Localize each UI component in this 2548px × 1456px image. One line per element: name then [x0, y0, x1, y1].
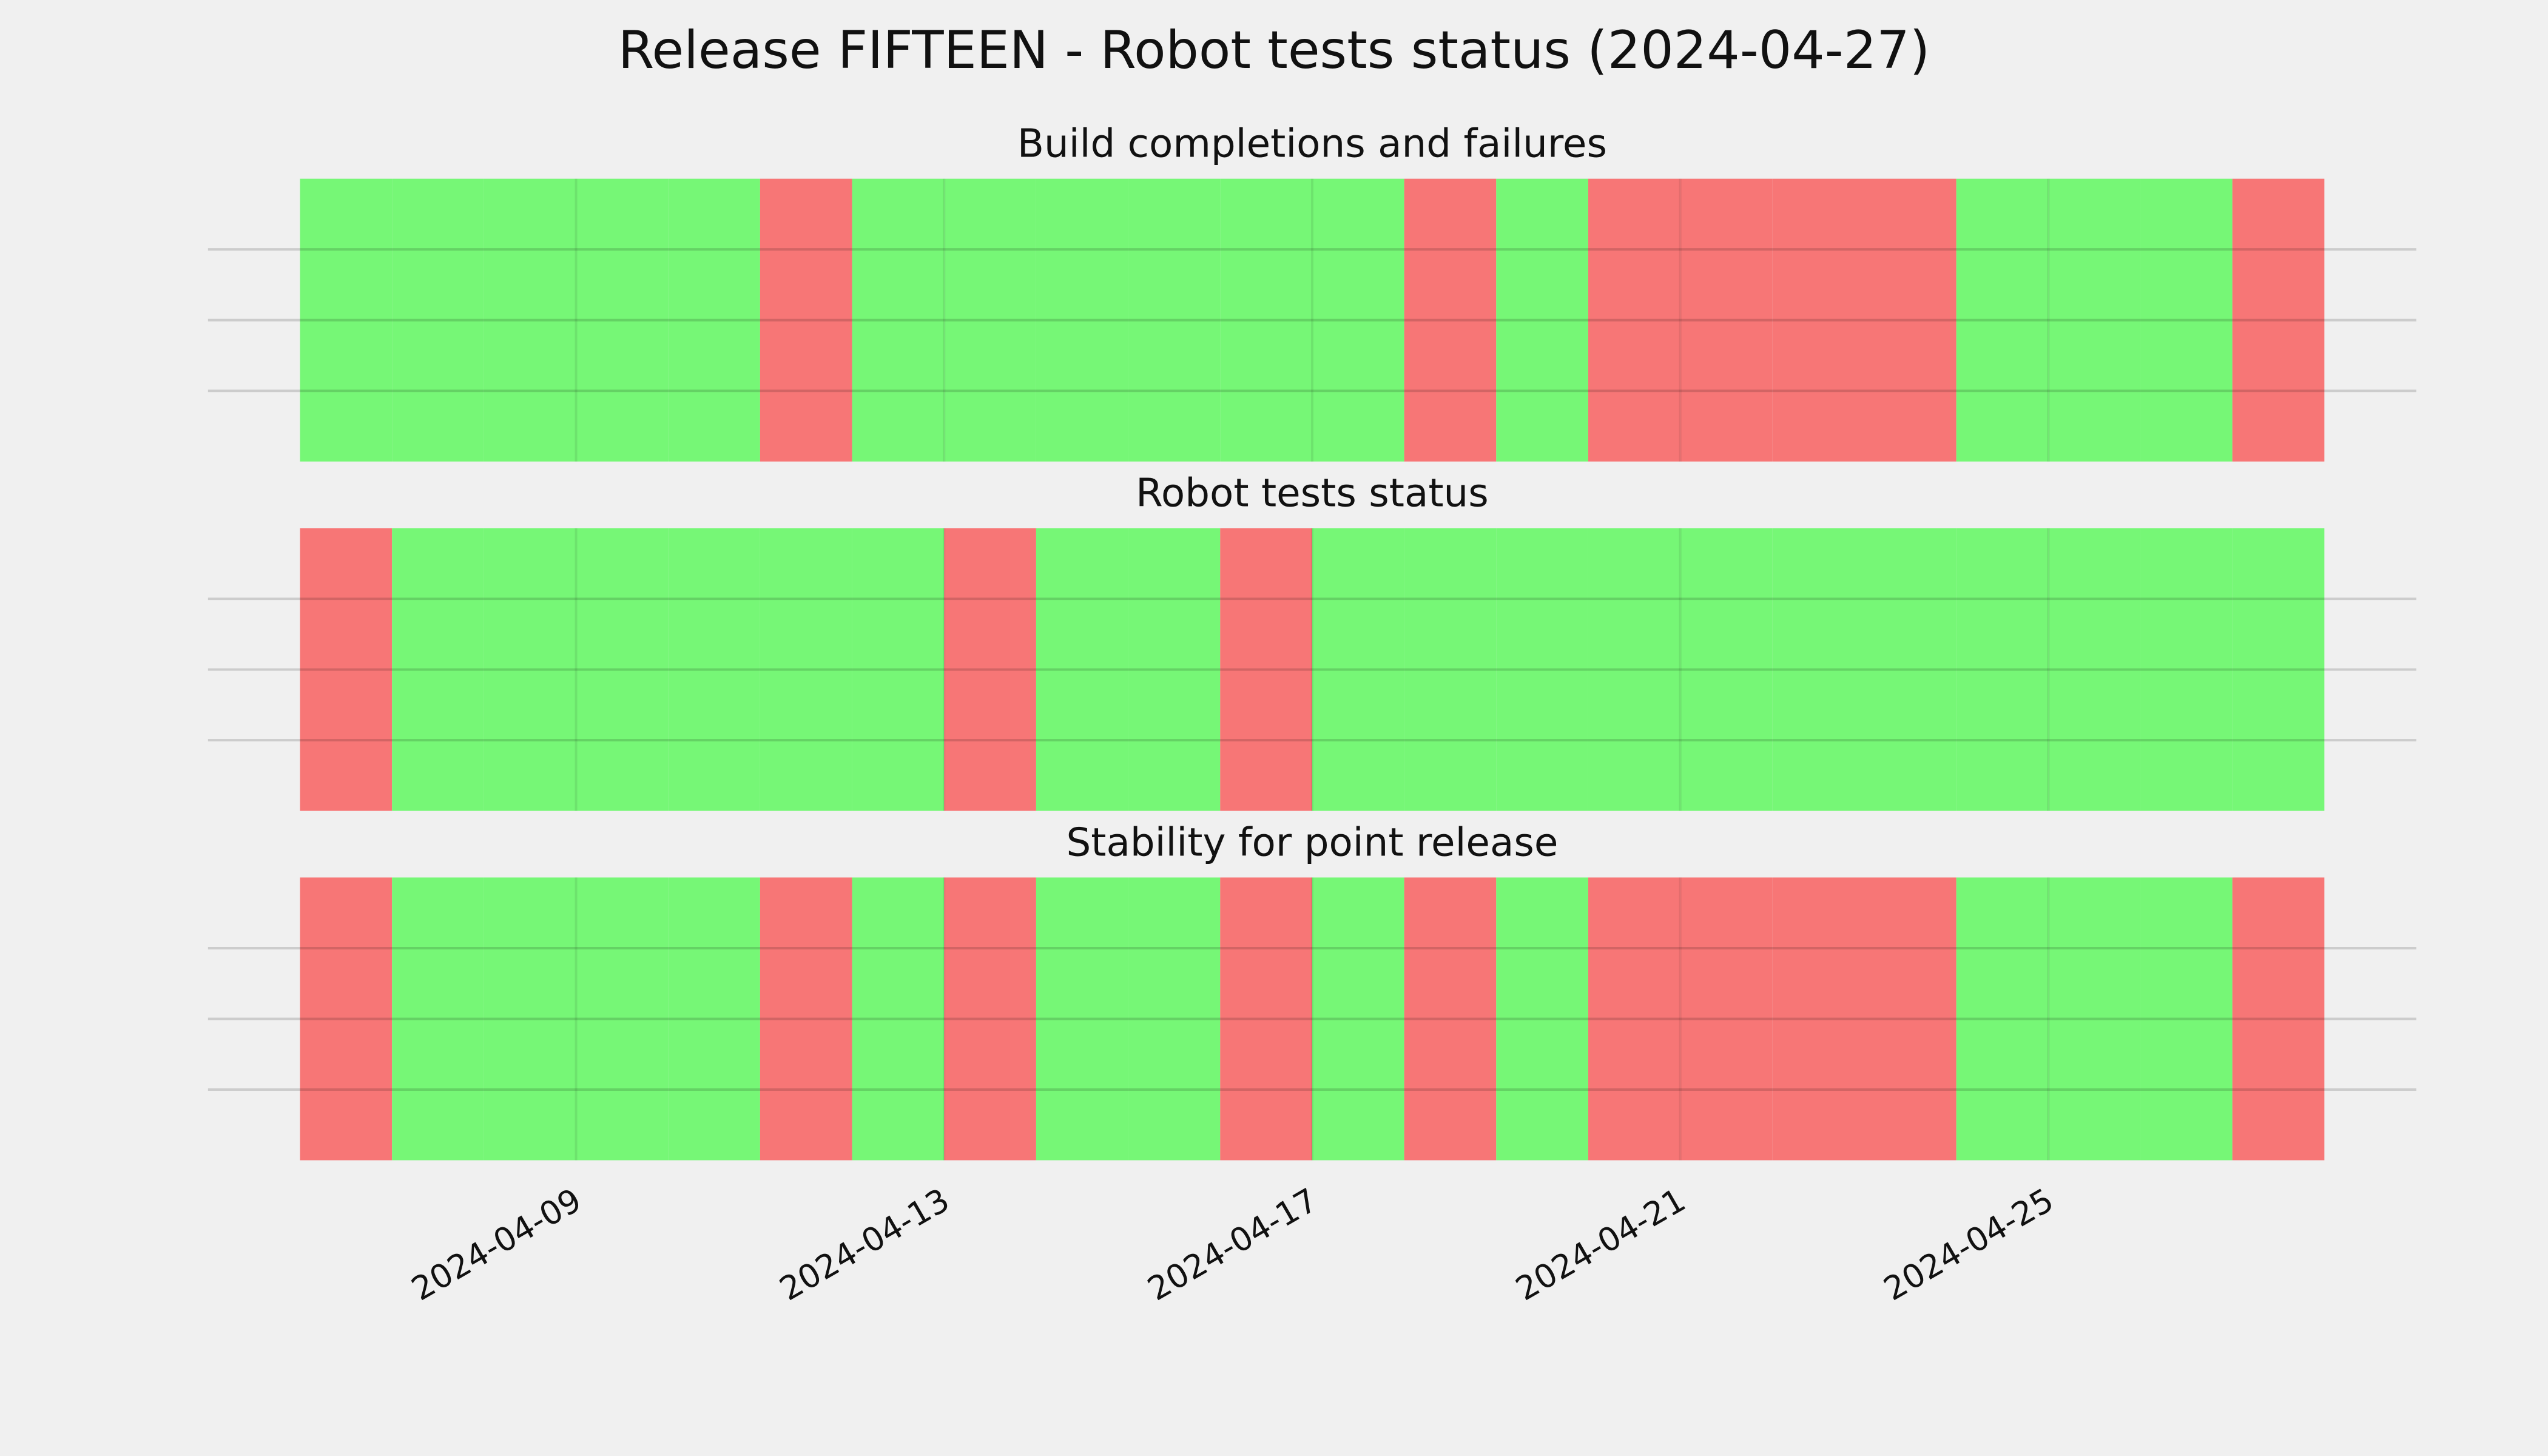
status-span: [2140, 877, 2233, 1161]
status-span: [944, 877, 1036, 1161]
status-span: [484, 178, 576, 462]
status-span: [484, 877, 576, 1161]
status-span: [852, 178, 945, 462]
status-span: [1864, 528, 1956, 811]
chart-title: Release FIFTEEN - Robot tests status (20…: [618, 20, 1930, 81]
status-span: [2140, 528, 2233, 811]
status-span: [852, 877, 945, 1161]
panel-title: Stability for point release: [1067, 820, 1559, 865]
status-span: [944, 528, 1036, 811]
status-span: [300, 877, 393, 1161]
status-span: [668, 178, 760, 462]
status-span: [944, 178, 1036, 462]
status-span: [1036, 877, 1128, 1161]
status-span: [668, 528, 760, 811]
status-span: [1404, 528, 1497, 811]
status-span: [300, 178, 393, 462]
status-span: [2048, 877, 2141, 1161]
status-span: [1496, 178, 1588, 462]
status-span: [1864, 178, 1956, 462]
status-span: [2048, 528, 2141, 811]
status-span: [1036, 178, 1128, 462]
status-span: [1864, 877, 1956, 1161]
status-span: [1680, 178, 1773, 462]
status-span: [1772, 877, 1864, 1161]
status-span: [1128, 528, 1221, 811]
status-span: [1956, 178, 2049, 462]
status-span: [1404, 178, 1497, 462]
status-span: [1956, 528, 2049, 811]
status-span: [484, 528, 576, 811]
status-span: [392, 528, 484, 811]
status-span: [1772, 528, 1864, 811]
status-span: [576, 178, 669, 462]
status-span: [1128, 877, 1221, 1161]
status-span: [2048, 178, 2141, 462]
status-span: [1312, 877, 1404, 1161]
status-span: [1588, 877, 1680, 1161]
status-span: [1312, 528, 1404, 811]
status-span: [1036, 528, 1128, 811]
status-span: [1680, 528, 1773, 811]
status-span: [1956, 877, 2049, 1161]
panel-title: Build completions and failures: [1017, 121, 1607, 167]
status-span: [760, 877, 852, 1161]
status-span: [2140, 178, 2233, 462]
status-span: [1404, 877, 1497, 1161]
status-span: [2232, 178, 2325, 462]
status-span: [1220, 877, 1312, 1161]
status-span: [576, 528, 669, 811]
status-span: [1128, 178, 1221, 462]
status-span: [668, 877, 760, 1161]
status-span: [1588, 178, 1680, 462]
status-span: [1496, 528, 1588, 811]
status-span: [760, 178, 852, 462]
panel-title: Robot tests status: [1136, 471, 1489, 516]
status-span: [1496, 877, 1588, 1161]
status-span: [1772, 178, 1864, 462]
status-span: [1220, 178, 1312, 462]
status-span: [1220, 528, 1312, 811]
status-span: [2232, 877, 2325, 1161]
status-span: [852, 528, 945, 811]
status-span: [1312, 178, 1404, 462]
status-span: [2232, 528, 2325, 811]
status-span: [1588, 528, 1680, 811]
status-span: [300, 528, 393, 811]
status-span: [392, 877, 484, 1161]
status-span: [392, 178, 484, 462]
status-span: [576, 877, 669, 1161]
status-span: [1680, 877, 1773, 1161]
status-span: [760, 528, 852, 811]
